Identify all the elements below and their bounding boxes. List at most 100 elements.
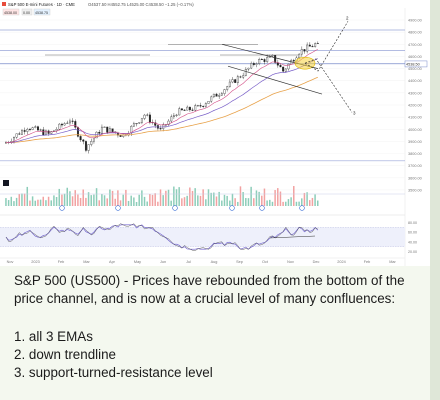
volume-bar [194,188,196,206]
volume-bar [135,201,138,206]
price-tick-label: 4100.00 [408,116,422,120]
volume-bar [47,196,50,206]
time-axis-label: Aug [211,260,218,264]
candle-body [292,60,295,62]
volume-bar [138,194,140,206]
volume-bar [287,199,290,206]
price-tick-label: 4500.00 [408,67,422,71]
candle-body [287,63,290,70]
volume-bar [157,201,159,206]
ema-fast-line [5,49,318,143]
candle-body [186,106,189,111]
candle-body [183,109,186,111]
volume-bar [226,195,228,206]
candle-body [60,123,63,126]
volume-bar [215,196,218,206]
volume-bar [207,189,210,206]
candle-body [111,128,114,132]
wave-label-down: 3 [353,111,356,116]
volume-bar [255,190,258,206]
candle-body [298,53,301,59]
volume-bar [253,198,255,206]
candle-body [50,131,53,134]
price-tick-label: 4400.00 [408,79,422,83]
volume-bar [151,194,154,206]
volume-bar [77,194,79,206]
time-axis-label: 2024 [337,260,345,264]
volume-bar [15,197,18,206]
candle-body [34,126,37,128]
candle-body [194,105,197,111]
time-axis-label: Feb [58,260,65,264]
price-chip [33,8,51,16]
current-price-label: 4538.50 [406,62,420,66]
candle-body [159,128,162,130]
current-price-tag [404,60,428,68]
volume-bar [79,197,82,206]
volume-bar [242,192,244,206]
projection-down-path [304,58,353,113]
candle-body [180,108,183,111]
volume-bar [210,192,212,206]
volume-bar [18,194,21,206]
candle-body [303,49,306,52]
price-chip [2,8,20,16]
volume-bar [109,189,111,206]
volume-bar [53,195,55,206]
volume-bar [31,196,34,206]
volume-bar [149,194,151,206]
candle-body [167,120,170,125]
volume-bar [170,200,172,206]
volume-bar [159,189,162,206]
ema-slow-line [5,76,318,144]
volume-bar [231,193,234,206]
scroll-rail[interactable] [430,0,440,400]
candle-body [66,122,69,124]
candle-body [148,114,151,123]
volume-bar [130,195,132,206]
volume-bar [45,200,47,206]
price-chip-label: 0.00 [23,11,30,15]
volume-bar [114,198,116,206]
candle-body [29,128,31,130]
rsi-tick-label: 40.00 [408,240,417,244]
candle-body [218,94,221,97]
volume-bar [274,190,276,206]
message-caption: S&P 500 (US500) - Prices have rebounded … [14,272,426,382]
volume-bar [95,188,98,206]
candle-body [191,109,194,111]
volume-bar [213,192,215,206]
candle-body [71,120,74,122]
candle-body [207,100,210,104]
volume-bar [258,191,260,206]
volume-bar [199,195,202,206]
candle-body [316,43,319,45]
candle-body [271,55,274,57]
candle-body [138,122,141,124]
candle-body [23,130,26,132]
volume-bar [66,187,68,206]
time-axis-label: May [134,260,141,264]
candle-body [210,96,213,102]
candle-body [175,114,178,116]
volume-bar [63,193,66,206]
candle-body [308,44,311,47]
volume-bar [306,192,308,206]
volume-bar [37,199,39,206]
candle-body [42,129,45,136]
event-marker [115,205,121,211]
volume-bar [295,201,298,206]
chart-screenshot[interactable]: S&P 500 E-mini Futures · 1D · CME O4537.5… [0,0,430,266]
price-tick-label: 3800.00 [408,152,422,156]
candle-body [279,65,282,68]
candle-body [215,93,218,97]
volume-bar [106,198,108,206]
volume-bar [74,190,76,206]
volume-bar [146,201,148,206]
candle-body [170,116,173,122]
candle-body [84,141,87,151]
candle-body [108,128,111,133]
projection-up-path [304,21,349,72]
candle-body [311,46,314,48]
candle-body [154,122,157,126]
